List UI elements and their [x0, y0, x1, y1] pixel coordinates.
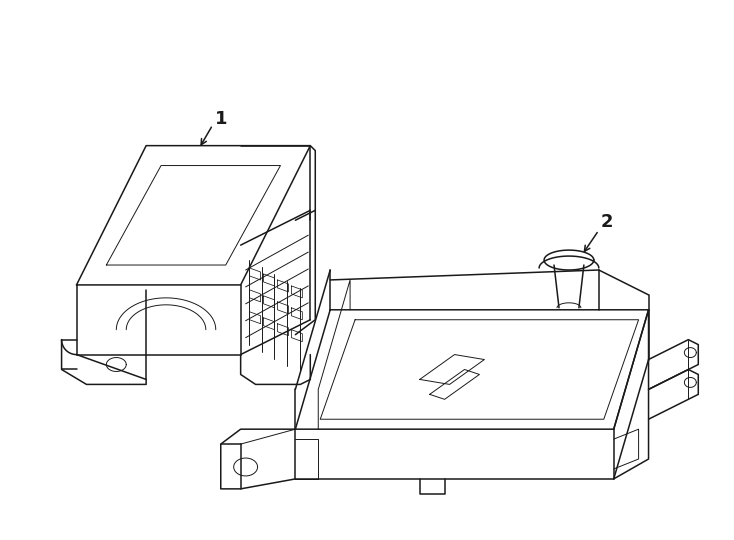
Text: 1: 1 [214, 110, 227, 128]
Text: 2: 2 [600, 213, 613, 231]
